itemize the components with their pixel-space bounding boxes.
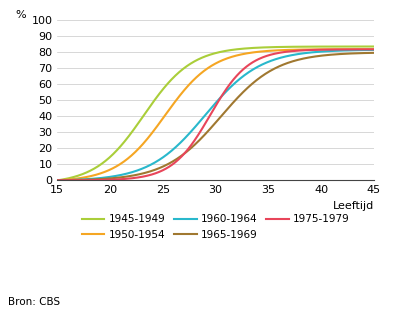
1945-1949	[371, 45, 376, 49]
Line: 1975-1979: 1975-1979	[57, 49, 374, 180]
1945-1949	[207, 53, 212, 57]
1965-1969	[244, 88, 248, 91]
1975-1979	[244, 65, 248, 69]
1965-1969	[226, 106, 231, 110]
Line: 1965-1969: 1965-1969	[57, 53, 374, 180]
1950-1954	[364, 47, 369, 51]
Y-axis label: %: %	[15, 11, 26, 20]
Legend: 1945-1949, 1950-1954, 1960-1964, 1965-1969, 1975-1979: 1945-1949, 1950-1954, 1960-1964, 1965-19…	[82, 214, 350, 239]
1960-1964	[207, 108, 212, 112]
1975-1979	[55, 178, 60, 182]
1960-1964	[205, 110, 210, 114]
1975-1979	[205, 117, 210, 121]
Line: 1950-1954: 1950-1954	[57, 49, 374, 180]
Line: 1945-1949: 1945-1949	[57, 47, 374, 180]
Line: 1960-1964: 1960-1964	[57, 50, 374, 180]
1945-1949	[226, 49, 231, 52]
1950-1954	[244, 52, 248, 55]
1975-1979	[314, 48, 319, 52]
1950-1954	[226, 56, 231, 60]
1965-1969	[371, 51, 376, 55]
1945-1949	[314, 45, 319, 49]
1945-1949	[55, 178, 60, 182]
Text: Bron: CBS: Bron: CBS	[8, 297, 60, 307]
1960-1964	[314, 50, 319, 54]
X-axis label: Leeftijd: Leeftijd	[333, 201, 374, 211]
1965-1969	[364, 51, 369, 55]
1960-1964	[55, 178, 60, 182]
1945-1949	[364, 45, 369, 49]
1945-1949	[205, 54, 210, 57]
1960-1964	[226, 87, 231, 91]
1965-1969	[205, 130, 210, 133]
1965-1969	[55, 178, 60, 182]
1965-1969	[207, 127, 212, 131]
1945-1949	[244, 47, 248, 50]
1975-1979	[371, 48, 376, 51]
1965-1969	[314, 54, 319, 58]
1960-1964	[371, 48, 376, 52]
1975-1979	[364, 48, 369, 51]
1975-1979	[207, 114, 212, 118]
1960-1964	[244, 72, 248, 76]
1950-1954	[371, 47, 376, 51]
1960-1964	[364, 48, 369, 52]
1950-1954	[205, 66, 210, 70]
1950-1954	[207, 65, 212, 69]
1975-1979	[226, 84, 231, 88]
1950-1954	[55, 178, 60, 182]
1950-1954	[314, 48, 319, 51]
